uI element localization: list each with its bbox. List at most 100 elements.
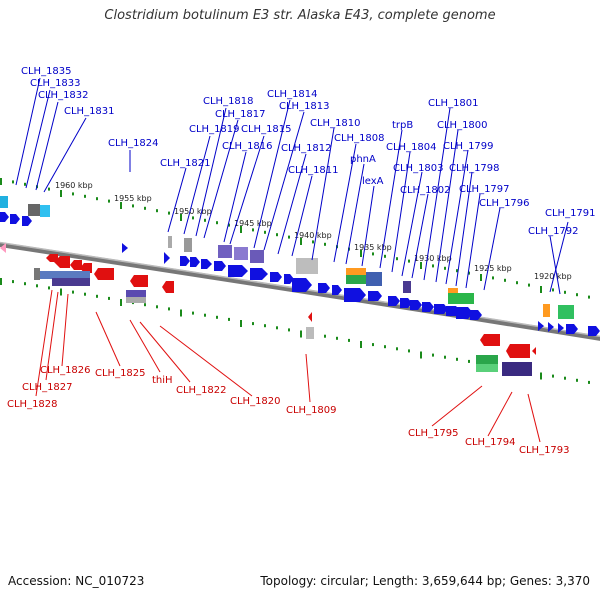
tick-mark xyxy=(288,328,290,332)
tick-mark xyxy=(444,355,446,359)
top-callouts xyxy=(15,77,569,295)
gene-label: CLH_1827 xyxy=(22,382,73,393)
gene-block-gray xyxy=(296,258,318,274)
tick-mark xyxy=(192,216,194,220)
tick-mark xyxy=(408,259,410,263)
tick-mark xyxy=(372,343,374,347)
tick-mark xyxy=(216,315,218,319)
kbp-label: 1950 kbp xyxy=(174,207,212,216)
gene-block-orange xyxy=(346,268,366,275)
gene-block-purple xyxy=(403,281,411,293)
kbp-label: 1960 kbp xyxy=(55,181,93,190)
tick-mark xyxy=(408,349,410,353)
gene-arrow-forward xyxy=(558,323,564,333)
gene-label: CLH_1824 xyxy=(108,138,159,149)
gene-block-gray xyxy=(168,236,172,248)
gene-label: CLH_1821 xyxy=(160,158,211,169)
tick-mark xyxy=(264,324,266,328)
tick-mark xyxy=(60,190,62,197)
gene-arrow-reverse xyxy=(162,281,174,293)
gene-block-green xyxy=(476,355,498,364)
tick-mark xyxy=(252,228,254,232)
tick-mark xyxy=(588,380,590,384)
tick-mark xyxy=(288,235,290,239)
tick-mark xyxy=(564,290,566,294)
gene-label: CLH_1832 xyxy=(38,90,89,101)
tick-mark xyxy=(360,341,362,348)
gene-arrow-forward xyxy=(368,291,382,301)
tick-mark xyxy=(48,187,50,191)
gene-block-green xyxy=(558,305,574,319)
gene-label: CLH_1811 xyxy=(288,165,339,176)
gene-arrow-forward xyxy=(434,304,448,314)
gene-block-cyan xyxy=(0,196,8,208)
tick-mark xyxy=(540,286,542,293)
gene-arrow-forward xyxy=(0,212,9,222)
tick-mark xyxy=(228,317,230,321)
tick-mark xyxy=(528,283,530,287)
tick-mark xyxy=(456,269,458,273)
gene-block-orange xyxy=(543,304,550,317)
gene-arrow-forward xyxy=(180,256,190,266)
tick-mark xyxy=(432,353,434,357)
kbp-label: 1945 kbp xyxy=(234,219,272,228)
gene-arrow-forward xyxy=(190,257,200,267)
gene-label: CLH_1828 xyxy=(7,399,58,410)
gene-label: CLH_1798 xyxy=(449,163,500,174)
kbp-label: 1955 kbp xyxy=(114,194,152,203)
tick-mark xyxy=(552,374,554,378)
bottom-labels: CLH_1828 CLH_1827 CLH_1826 CLH_1825 thiH… xyxy=(7,365,570,456)
gene-block-gray xyxy=(126,297,146,303)
gene-arrow-forward xyxy=(122,243,128,253)
gene-arrow-forward xyxy=(318,283,330,293)
gene-arrow-forward xyxy=(10,214,20,224)
tick-mark xyxy=(300,238,302,245)
gene-label: CLH_1808 xyxy=(334,133,385,144)
tick-mark xyxy=(324,242,326,246)
tick-mark xyxy=(180,214,182,221)
gene-arrow-forward xyxy=(22,216,32,226)
tick-mark xyxy=(444,266,446,270)
tick-mark xyxy=(420,262,422,269)
gene-arrow-forward xyxy=(548,322,554,332)
top-labels: CLH_1835 CLH_1833 CLH_1832 CLH_1831 CLH_… xyxy=(21,66,596,237)
gene-label: CLH_1818 xyxy=(203,96,254,107)
gene-arrow-forward xyxy=(164,252,170,264)
tick-mark xyxy=(132,204,134,208)
tick-mark xyxy=(384,345,386,349)
gene-label: CLH_1801 xyxy=(428,98,479,109)
gene-arrow-reverse xyxy=(130,275,148,287)
tick-mark xyxy=(60,288,62,296)
tick-mark xyxy=(396,347,398,351)
tick-mark xyxy=(96,294,98,298)
gene-label: CLH_1804 xyxy=(386,142,437,153)
gene-arrow-forward xyxy=(270,272,282,282)
gene-block-green xyxy=(346,275,366,284)
gene-block-green xyxy=(448,293,474,304)
tick-mark xyxy=(0,178,2,185)
tick-mark xyxy=(312,240,314,244)
tick-mark xyxy=(144,206,146,210)
tick-mark xyxy=(240,320,242,327)
gene-label: CLH_1820 xyxy=(230,396,281,407)
tick-mark xyxy=(156,305,158,309)
tick-mark xyxy=(468,359,470,363)
tick-mark xyxy=(240,226,242,233)
tick-mark xyxy=(276,233,278,237)
gene-label: lexA xyxy=(362,176,384,187)
gene-block-purple xyxy=(52,278,90,286)
gene-arrow-forward xyxy=(422,302,434,312)
gene-label: CLH_1809 xyxy=(286,405,337,416)
tick-mark xyxy=(564,376,566,380)
gene-block-blue xyxy=(40,271,90,279)
tick-mark xyxy=(72,290,74,294)
gene-arrow-pink xyxy=(0,243,6,253)
tick-mark xyxy=(276,326,278,330)
kbp-label: 1940 kbp xyxy=(294,231,332,240)
gene-block-gray xyxy=(306,327,314,339)
reverse-genes xyxy=(46,254,536,358)
gene-arrow-forward xyxy=(456,307,473,319)
gene-block-purple xyxy=(234,247,248,260)
tick-mark xyxy=(540,372,542,380)
gene-block-gray xyxy=(28,204,40,216)
